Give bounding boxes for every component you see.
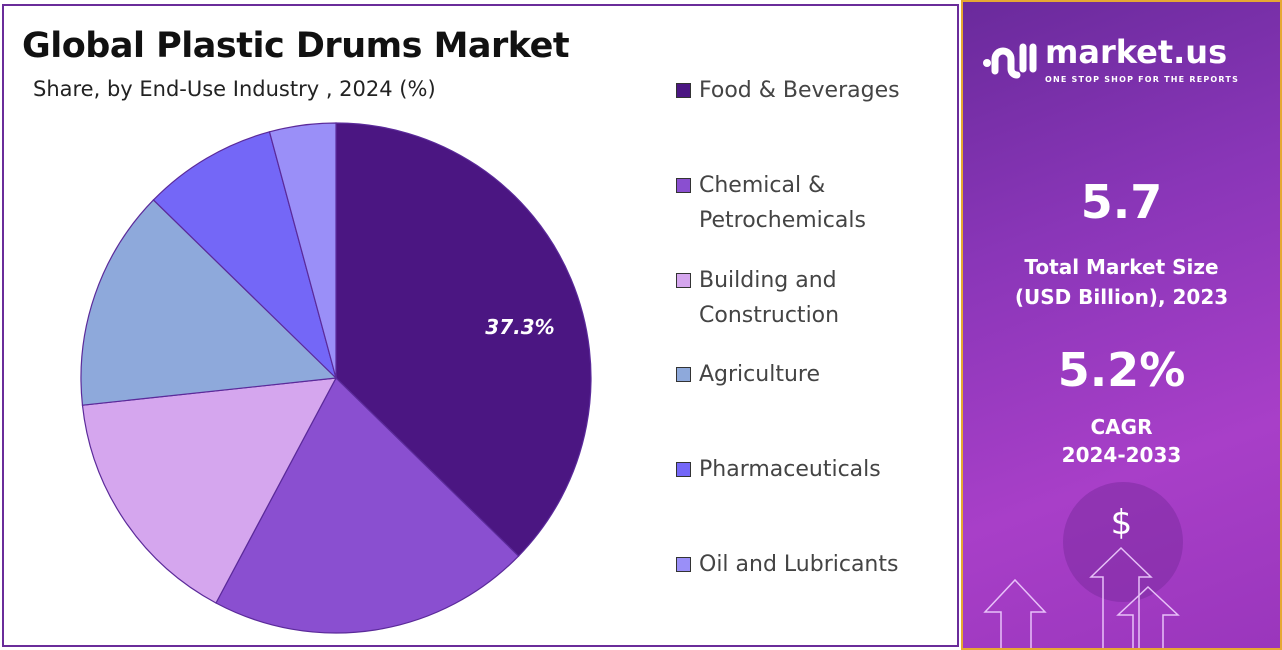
market-size-label-2: (USD Billion), 2023: [1014, 285, 1229, 309]
legend-label-line: Oil and Lubricants: [699, 552, 899, 577]
pie-slice-oil-and-lubricants: [268, 122, 337, 379]
pie-slice-pharmaceuticals: [152, 131, 338, 380]
market-size-value: 5.7: [1080, 175, 1163, 229]
pie-slice-food-beverages: [335, 122, 592, 557]
dollar-icon: $: [1110, 503, 1133, 543]
summary-panel: market.us ONE STOP SHOP FOR THE REPORTS …: [961, 0, 1282, 650]
legend-label: Agriculture: [699, 357, 820, 392]
background-decoration: [983, 482, 1183, 648]
logo-icon: [983, 43, 1037, 79]
legend-swatch: [676, 557, 691, 572]
arrow-up-icon: [1089, 546, 1153, 648]
legend-label: Oil and Lubricants: [699, 547, 898, 582]
cagr-value: 5.2%: [1057, 343, 1186, 397]
logo-text: market.us: [1045, 33, 1228, 71]
legend-label-line: Petrochemicals: [699, 208, 866, 233]
legend-item: Building and Construction: [676, 263, 956, 333]
data-label: 37.3%: [485, 315, 554, 339]
pie-chart: 37.3%: [80, 122, 592, 634]
legend-swatch: [676, 367, 691, 382]
legend-label: Building and Construction: [699, 263, 839, 333]
market-size-label: Total Market Size: [1024, 255, 1219, 279]
logo-tagline: ONE STOP SHOP FOR THE REPORTS: [1045, 75, 1240, 84]
legend-item: Agriculture: [676, 357, 956, 392]
legend-swatch: [676, 178, 691, 193]
legend-item: Oil and Lubricants: [676, 547, 956, 582]
chart-title: Global Plastic Drums Market: [22, 26, 570, 66]
legend-item: Chemical & Petrochemicals: [676, 168, 956, 238]
pie-slice-building-and-construction: [81, 377, 338, 604]
legend-label: Pharmaceuticals: [699, 452, 881, 487]
legend-item: Pharmaceuticals: [676, 452, 956, 487]
arrow-up-icon: [983, 578, 1047, 648]
legend-label-line: Agriculture: [699, 362, 820, 387]
legend-label-line: Construction: [699, 303, 840, 328]
cagr-period: 2024-2033: [1061, 443, 1182, 467]
legend-label-line: Building and: [699, 268, 837, 293]
pie-slice-agriculture: [80, 199, 338, 406]
legend-label: Chemical & Petrochemicals: [699, 168, 866, 238]
cagr-label: CAGR: [1090, 415, 1153, 439]
legend-swatch: [676, 83, 691, 98]
legend-label-line: Chemical &: [699, 173, 826, 198]
legend-item: Food & Beverages: [676, 73, 956, 108]
legend-label-line: Food & Beverages: [699, 78, 900, 103]
chart-subtitle: Share, by End-Use Industry , 2024 (%): [33, 77, 436, 101]
legend-label: Food & Beverages: [699, 73, 900, 108]
pie-slice-chemical-petrochemicals: [215, 377, 520, 634]
legend-swatch: [676, 273, 691, 288]
market-us-logo: market.us ONE STOP SHOP FOR THE REPORTS: [981, 32, 1239, 86]
legend-swatch: [676, 462, 691, 477]
arrow-up-icon: [1116, 585, 1180, 648]
legend-label-line: Pharmaceuticals: [699, 457, 881, 482]
